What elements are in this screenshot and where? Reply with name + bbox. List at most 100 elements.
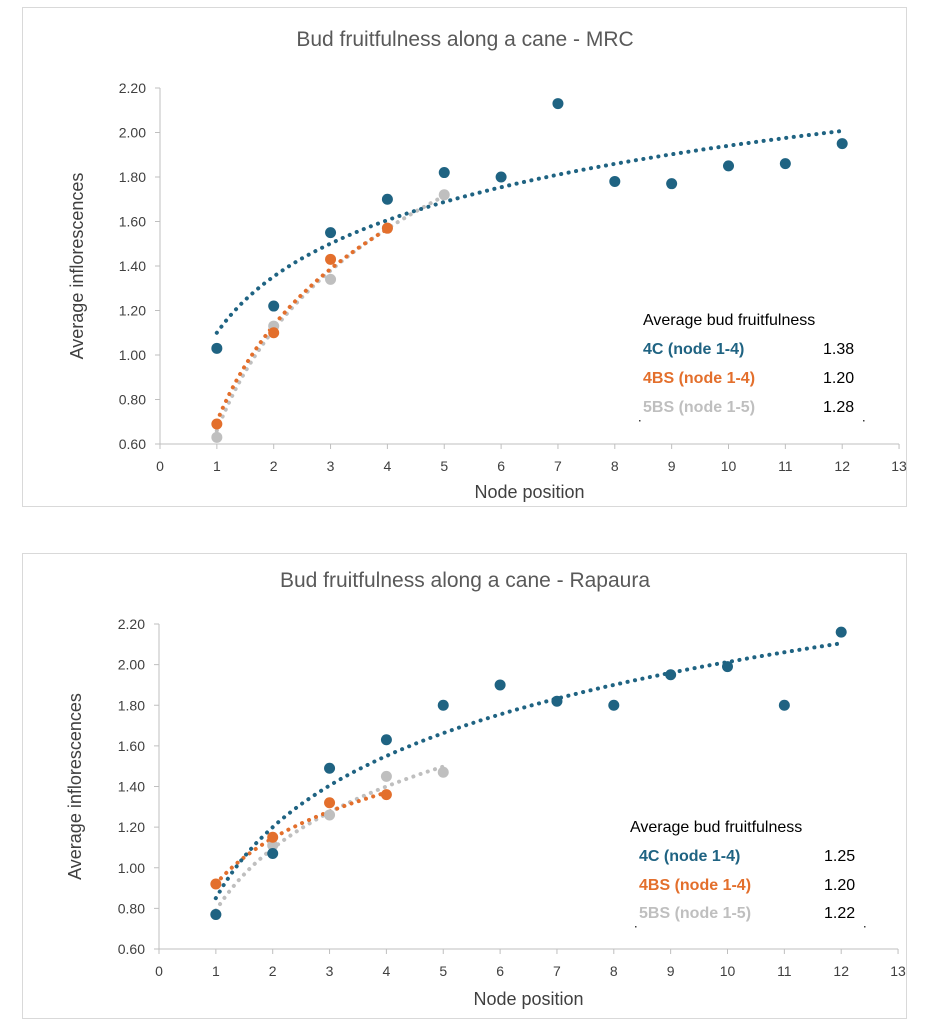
x-tick-label: 1 xyxy=(213,458,221,474)
data-point-5bs xyxy=(380,770,392,782)
data-point-5bs xyxy=(267,839,279,851)
x-tick-label: 5 xyxy=(439,963,447,979)
data-point-4c xyxy=(665,669,677,681)
legend-value-5bs: 1.28 xyxy=(823,399,854,416)
legend-label-5bs: 5BS (node 1-5) xyxy=(643,399,755,416)
x-tick-label: 3 xyxy=(327,458,335,474)
data-point-5bs xyxy=(324,809,336,821)
y-tick-label: 1.40 xyxy=(118,779,145,795)
chart-title: Bud fruitfulness along a cane - Rapaura xyxy=(280,569,650,592)
chart-panel-mrc: Bud fruitfulness along a cane - MRC 0.60 0… xyxy=(22,7,907,507)
trendline-4bs xyxy=(213,790,389,886)
legend-label-4bs: 4BS (node 1-4) xyxy=(643,370,755,387)
y-tick-label: 0.60 xyxy=(118,941,145,957)
data-point-4c xyxy=(836,138,848,150)
x-tick-label: 5 xyxy=(440,458,448,474)
x-tick-label: 8 xyxy=(610,963,618,979)
y-tick-label: 1.00 xyxy=(118,860,145,876)
y-tick-label: 1.60 xyxy=(118,738,145,754)
legend-value-4bs: 1.20 xyxy=(824,877,855,894)
chart-rapaura: Bud fruitfulness along a cane - Rapaura 0… xyxy=(65,569,906,1009)
legend-label-5bs: 5BS (node 1-5) xyxy=(639,905,751,922)
data-point-5bs xyxy=(437,766,449,778)
x-tick-label: 7 xyxy=(553,963,561,979)
x-tick-label: 7 xyxy=(554,458,562,474)
data-point-4c xyxy=(438,167,450,179)
chart-panel-rapaura: Bud fruitfulness along a cane - Rapaura 0… xyxy=(22,553,907,1019)
legend-corner-mark xyxy=(864,926,866,928)
x-tick-label: 10 xyxy=(720,963,736,979)
legend-corner-mark xyxy=(639,420,641,422)
x-tick-label: 6 xyxy=(497,458,505,474)
x-tick-label: 9 xyxy=(668,458,676,474)
x-tick-label: 0 xyxy=(156,458,164,474)
y-tick-label: 2.20 xyxy=(118,616,145,632)
x-tick-label: 9 xyxy=(667,963,675,979)
data-point-4bs xyxy=(380,789,392,801)
y-tick-label: 1.20 xyxy=(119,303,146,319)
x-tick-label: 13 xyxy=(891,458,907,474)
legend-label-4c: 4C (node 1-4) xyxy=(643,341,744,358)
y-tick-label: 2.00 xyxy=(119,125,146,141)
data-point-4bs xyxy=(325,253,337,265)
data-point-4c xyxy=(324,762,336,774)
data-point-4c xyxy=(267,848,279,860)
x-axis-label: Node position xyxy=(474,482,584,502)
y-axis-label: Average inflorescences xyxy=(65,693,85,880)
x-tick-label: 6 xyxy=(496,963,504,979)
legend-label-4bs: 4BS (node 1-4) xyxy=(639,877,751,894)
x-tick-label: 10 xyxy=(721,458,737,474)
data-point-4c xyxy=(608,699,620,711)
data-point-4bs xyxy=(267,831,279,843)
data-point-4c xyxy=(494,679,506,691)
legend-label-4c: 4C (node 1-4) xyxy=(639,848,740,865)
data-point-4bs xyxy=(381,222,393,234)
data-point-4c xyxy=(211,342,223,354)
data-point-4c xyxy=(722,661,733,673)
data-point-4c xyxy=(552,98,564,110)
data-point-5bs xyxy=(325,273,337,285)
x-axis-label: Node position xyxy=(473,989,583,1009)
data-point-4c xyxy=(551,695,563,707)
y-tick-label: 1.00 xyxy=(119,347,146,363)
data-point-4c xyxy=(666,178,678,190)
x-tick-label: 11 xyxy=(778,458,793,474)
legend-value-5bs: 1.22 xyxy=(824,905,855,922)
x-tick-label: 0 xyxy=(155,963,163,979)
y-tick-label: 0.60 xyxy=(119,436,146,452)
data-point-5bs xyxy=(211,431,223,443)
legend-value-4c: 1.38 xyxy=(823,341,854,358)
chart-title: Bud fruitfulness along a cane - MRC xyxy=(296,28,633,51)
data-point-4c xyxy=(495,171,507,183)
data-point-4bs xyxy=(268,327,280,339)
x-tick-label: 4 xyxy=(384,458,392,474)
data-point-4bs xyxy=(324,797,336,809)
legend-value-4bs: 1.20 xyxy=(823,370,854,387)
legend-heading: Average bud fruitfulness xyxy=(630,819,802,836)
chart-mrc: Bud fruitfulness along a cane - MRC 0.60 0… xyxy=(67,28,907,502)
data-point-4c xyxy=(268,300,280,312)
y-tick-label: 1.80 xyxy=(118,697,145,713)
data-point-4c xyxy=(779,158,791,170)
data-point-4bs xyxy=(210,878,222,890)
x-tick-label: 11 xyxy=(777,963,792,979)
x-tick-label: 4 xyxy=(383,963,391,979)
data-point-4c xyxy=(381,193,393,205)
trendline-4c xyxy=(214,128,845,335)
data-point-5bs xyxy=(438,189,450,201)
trendline-4bs xyxy=(214,227,390,424)
y-tick-label: 1.80 xyxy=(119,169,146,185)
y-tick-label: 2.00 xyxy=(118,657,145,673)
data-point-4c xyxy=(778,699,790,711)
x-tick-label: 8 xyxy=(611,458,619,474)
y-tick-label: 1.20 xyxy=(118,819,145,835)
x-tick-label: 12 xyxy=(834,458,850,474)
y-tick-label: 1.60 xyxy=(119,214,146,230)
y-axis-label: Average inflorescences xyxy=(67,173,87,360)
x-tick-label: 3 xyxy=(326,963,334,979)
trendline-4c xyxy=(213,641,844,901)
data-point-4c xyxy=(609,175,621,187)
y-tick-label: 2.20 xyxy=(119,80,146,96)
legend-corner-mark xyxy=(635,926,637,928)
data-point-4c xyxy=(210,908,222,920)
